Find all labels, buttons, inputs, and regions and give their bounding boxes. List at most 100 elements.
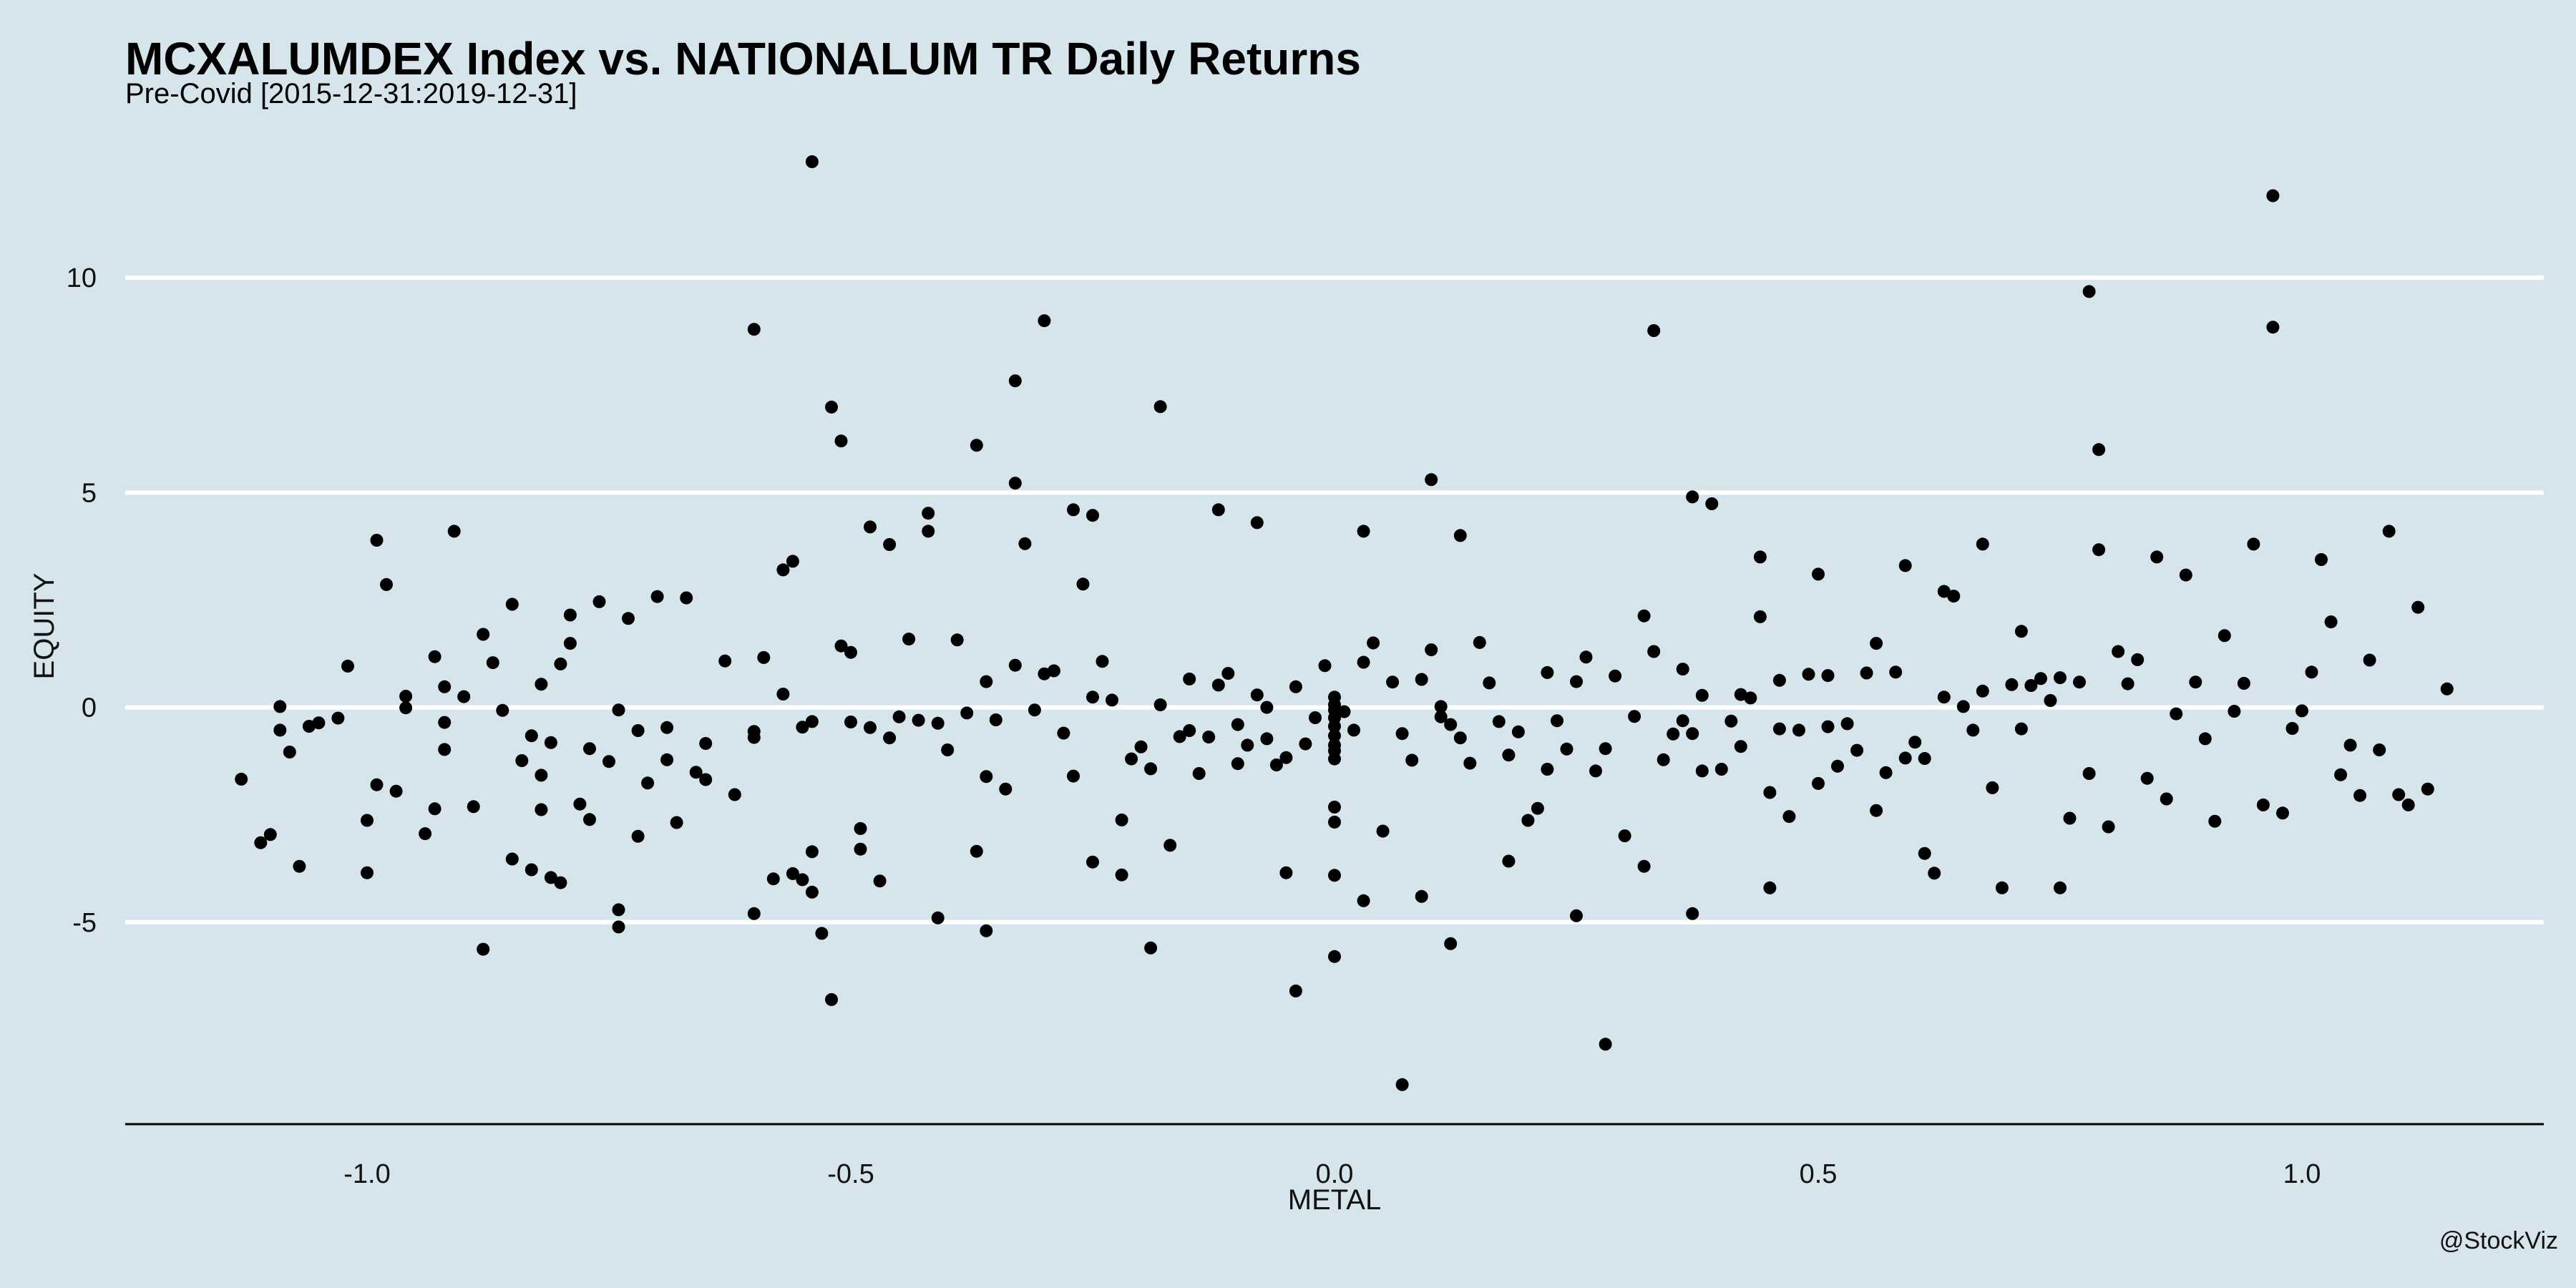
data-point — [1163, 839, 1177, 852]
data-point — [389, 784, 403, 798]
data-point — [922, 525, 935, 538]
data-point — [883, 731, 897, 745]
data-point — [1744, 691, 1757, 705]
data-point — [2392, 788, 2406, 801]
data-point — [641, 776, 655, 790]
data-point — [699, 737, 713, 750]
data-point — [1028, 703, 1041, 717]
data-point — [1734, 740, 1747, 753]
data-point — [1511, 725, 1525, 738]
data-point — [361, 866, 374, 879]
x-tick-label: 0.5 — [1800, 1159, 1838, 1189]
data-point — [2266, 189, 2280, 203]
data-point — [2170, 707, 2183, 721]
data-point — [796, 873, 809, 887]
y-tick-labels: -5 0 5 10 — [67, 263, 97, 938]
data-point — [660, 721, 674, 734]
data-point — [1724, 714, 1738, 728]
data-point — [273, 723, 287, 737]
data-point — [728, 788, 741, 801]
data-point — [1183, 724, 1196, 737]
data-point — [1395, 1078, 1409, 1091]
data-point — [1657, 753, 1670, 766]
data-point — [515, 754, 529, 767]
data-point — [1579, 650, 1593, 664]
data-point — [477, 628, 490, 641]
data-point — [505, 597, 519, 611]
data-point — [1937, 585, 1951, 598]
data-point — [747, 323, 761, 336]
data-point — [361, 814, 374, 827]
data-point — [2121, 677, 2135, 691]
data-point — [2082, 285, 2096, 298]
data-point — [989, 713, 1002, 726]
data-point — [1299, 737, 1312, 751]
data-point — [1812, 567, 1825, 581]
data-point — [2092, 443, 2106, 457]
data-point — [370, 778, 384, 791]
data-point — [438, 743, 452, 756]
data-point — [1531, 801, 1544, 815]
data-point — [825, 400, 838, 414]
data-point — [1695, 764, 1709, 778]
data-point — [1144, 762, 1158, 776]
data-point — [2343, 738, 2357, 752]
data-point — [341, 659, 354, 673]
data-point — [283, 746, 296, 758]
data-point — [1714, 763, 1728, 776]
data-point — [834, 434, 848, 448]
data-point — [1870, 637, 1883, 650]
data-point — [1628, 710, 1641, 723]
data-point — [805, 885, 819, 899]
data-point — [525, 863, 538, 877]
data-point — [1086, 691, 1099, 704]
data-point — [1260, 701, 1274, 714]
data-point — [1115, 813, 1128, 826]
data-point — [535, 678, 548, 691]
data-point — [1686, 907, 1699, 920]
data-point — [864, 721, 877, 734]
data-point — [1444, 937, 1458, 950]
data-point — [496, 703, 509, 717]
data-point — [2305, 665, 2318, 679]
data-point — [312, 716, 326, 730]
data-point — [999, 782, 1013, 796]
data-point — [525, 729, 538, 743]
data-point — [1289, 680, 1302, 693]
data-point — [1609, 669, 1622, 683]
data-point — [776, 688, 790, 701]
x-tick-label: 0.0 — [1316, 1159, 1354, 1189]
data-point — [1676, 663, 1689, 676]
data-point — [680, 591, 693, 605]
data-point — [1772, 722, 1786, 736]
data-point — [1860, 666, 1873, 680]
data-point — [1947, 590, 1961, 603]
data-point — [2296, 704, 2308, 718]
data-point — [1357, 655, 1370, 669]
data-point — [2228, 705, 2241, 718]
data-point — [2140, 771, 2154, 785]
data-point — [1772, 673, 1786, 687]
data-point — [1879, 766, 1893, 779]
data-point — [941, 743, 955, 756]
data-point — [2237, 677, 2250, 690]
data-point — [535, 769, 548, 782]
data-point — [263, 828, 277, 841]
data-point — [447, 525, 461, 538]
data-point — [1686, 727, 1699, 741]
data-point — [1008, 658, 1022, 672]
data-point — [922, 507, 935, 520]
data-point — [1570, 675, 1583, 688]
data-point — [1047, 664, 1060, 678]
data-point — [1038, 314, 1051, 328]
data-point — [854, 842, 867, 856]
data-point — [2440, 682, 2454, 696]
data-point — [2334, 768, 2348, 781]
data-point — [1918, 752, 1931, 765]
data-point — [1415, 673, 1428, 686]
data-point — [1250, 516, 1264, 530]
data-point — [1782, 810, 1796, 824]
data-point — [1328, 752, 1341, 766]
data-point — [1966, 723, 1980, 737]
data-point — [1618, 829, 1631, 843]
